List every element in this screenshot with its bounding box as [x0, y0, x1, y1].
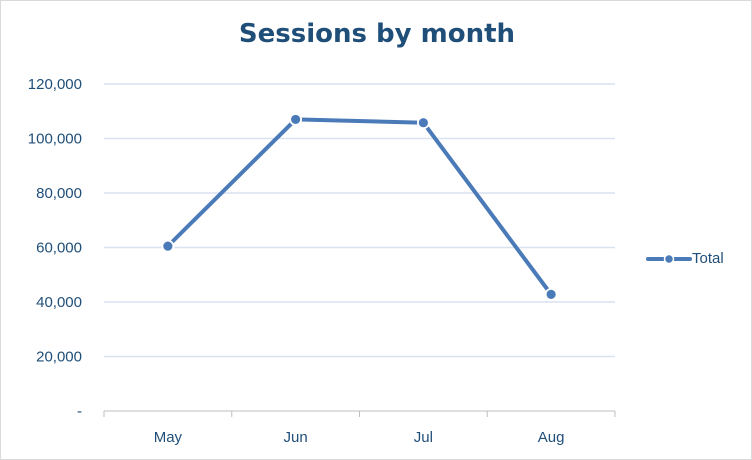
x-tick-label: May	[154, 429, 183, 446]
data-point-marker	[544, 287, 558, 301]
axes	[103, 410, 616, 417]
data-point-marker	[416, 116, 430, 130]
series-total	[161, 113, 558, 301]
x-tick-label: Aug	[538, 429, 565, 446]
y-tick-label: 100,000	[28, 131, 82, 148]
y-tick-label: 80,000	[36, 185, 82, 202]
gridlines	[104, 83, 615, 358]
legend-label-total: Total	[692, 250, 724, 267]
data-point-marker	[161, 239, 175, 253]
y-tick-label: 40,000	[36, 294, 82, 311]
legend-line-marker-icon	[646, 253, 692, 264]
y-tick-label: 120,000	[28, 76, 82, 93]
legend: Total	[646, 250, 724, 267]
chart-title: Sessions by month	[238, 19, 516, 49]
x-tick-label: Jun	[284, 429, 308, 446]
y-tick-label: 20,000	[36, 349, 82, 366]
data-point-marker	[289, 113, 303, 126]
y-tick-label: -	[77, 403, 82, 420]
tick-labels: - 20,000 40,000 60,000 80,000 100,000 120,000 M…	[28, 76, 565, 446]
series-line-total	[165, 117, 554, 297]
x-tick-label: Jul	[414, 429, 433, 446]
y-tick-label: 60,000	[36, 240, 82, 257]
